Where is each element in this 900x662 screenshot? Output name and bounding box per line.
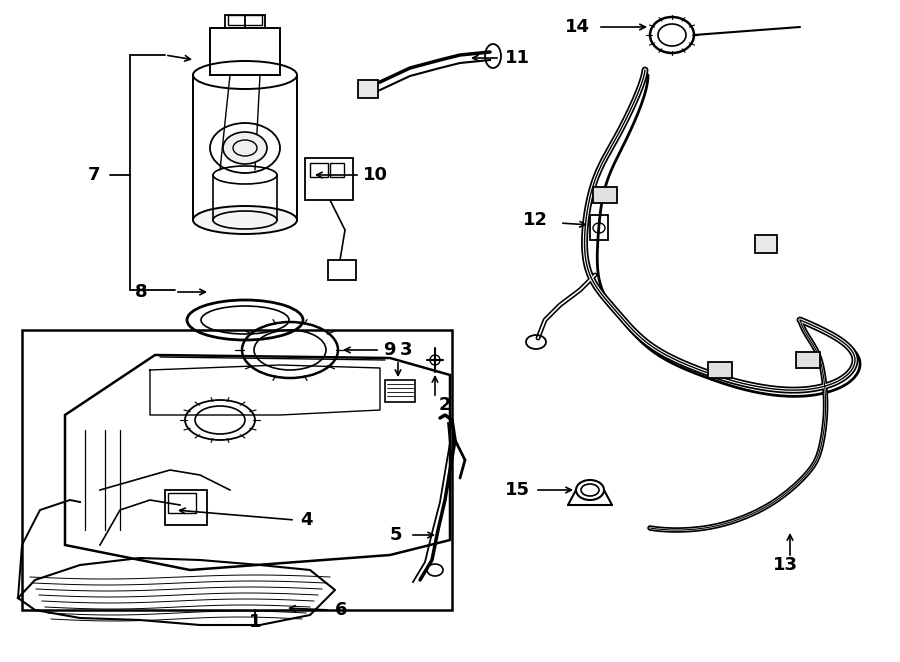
Text: 11: 11 xyxy=(505,49,530,67)
Bar xyxy=(708,362,732,378)
Bar xyxy=(593,187,617,203)
Bar xyxy=(168,493,196,513)
Text: 13: 13 xyxy=(772,556,797,574)
Polygon shape xyxy=(65,355,450,570)
Text: 2: 2 xyxy=(439,396,452,414)
Bar xyxy=(385,380,415,402)
Bar xyxy=(328,260,356,280)
Text: 1: 1 xyxy=(248,613,261,631)
Bar xyxy=(330,163,344,177)
Text: 10: 10 xyxy=(363,166,388,184)
Bar xyxy=(22,330,452,610)
Text: 9: 9 xyxy=(383,341,395,359)
Text: 15: 15 xyxy=(505,481,530,499)
Text: 4: 4 xyxy=(300,511,312,529)
Text: 8: 8 xyxy=(135,283,148,301)
Bar xyxy=(310,163,328,177)
Bar xyxy=(755,235,777,253)
Text: 7: 7 xyxy=(87,166,100,184)
Bar xyxy=(210,28,280,75)
Text: 14: 14 xyxy=(565,18,590,36)
Bar xyxy=(228,15,262,25)
Bar xyxy=(358,80,378,98)
Ellipse shape xyxy=(193,206,297,234)
Bar xyxy=(590,215,608,240)
Bar xyxy=(796,352,820,368)
Bar xyxy=(305,158,353,200)
Ellipse shape xyxy=(223,132,267,164)
Text: 12: 12 xyxy=(523,211,548,229)
Text: 3: 3 xyxy=(400,341,412,359)
Bar xyxy=(165,490,207,525)
Text: 5: 5 xyxy=(390,526,402,544)
Text: 6: 6 xyxy=(335,601,347,619)
